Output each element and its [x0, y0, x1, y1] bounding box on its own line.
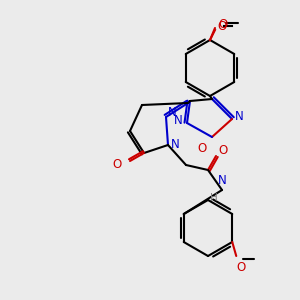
Text: O: O [217, 20, 226, 32]
Text: N: N [171, 139, 180, 152]
Text: O: O [198, 142, 207, 155]
Text: N: N [168, 106, 177, 118]
Text: N: N [174, 113, 183, 127]
Text: O: O [236, 261, 245, 274]
Text: H: H [210, 193, 218, 203]
Text: O: O [113, 158, 122, 170]
Text: O: O [218, 17, 227, 31]
Text: N: N [218, 174, 226, 187]
Text: O: O [218, 145, 227, 158]
Text: N: N [235, 110, 244, 122]
